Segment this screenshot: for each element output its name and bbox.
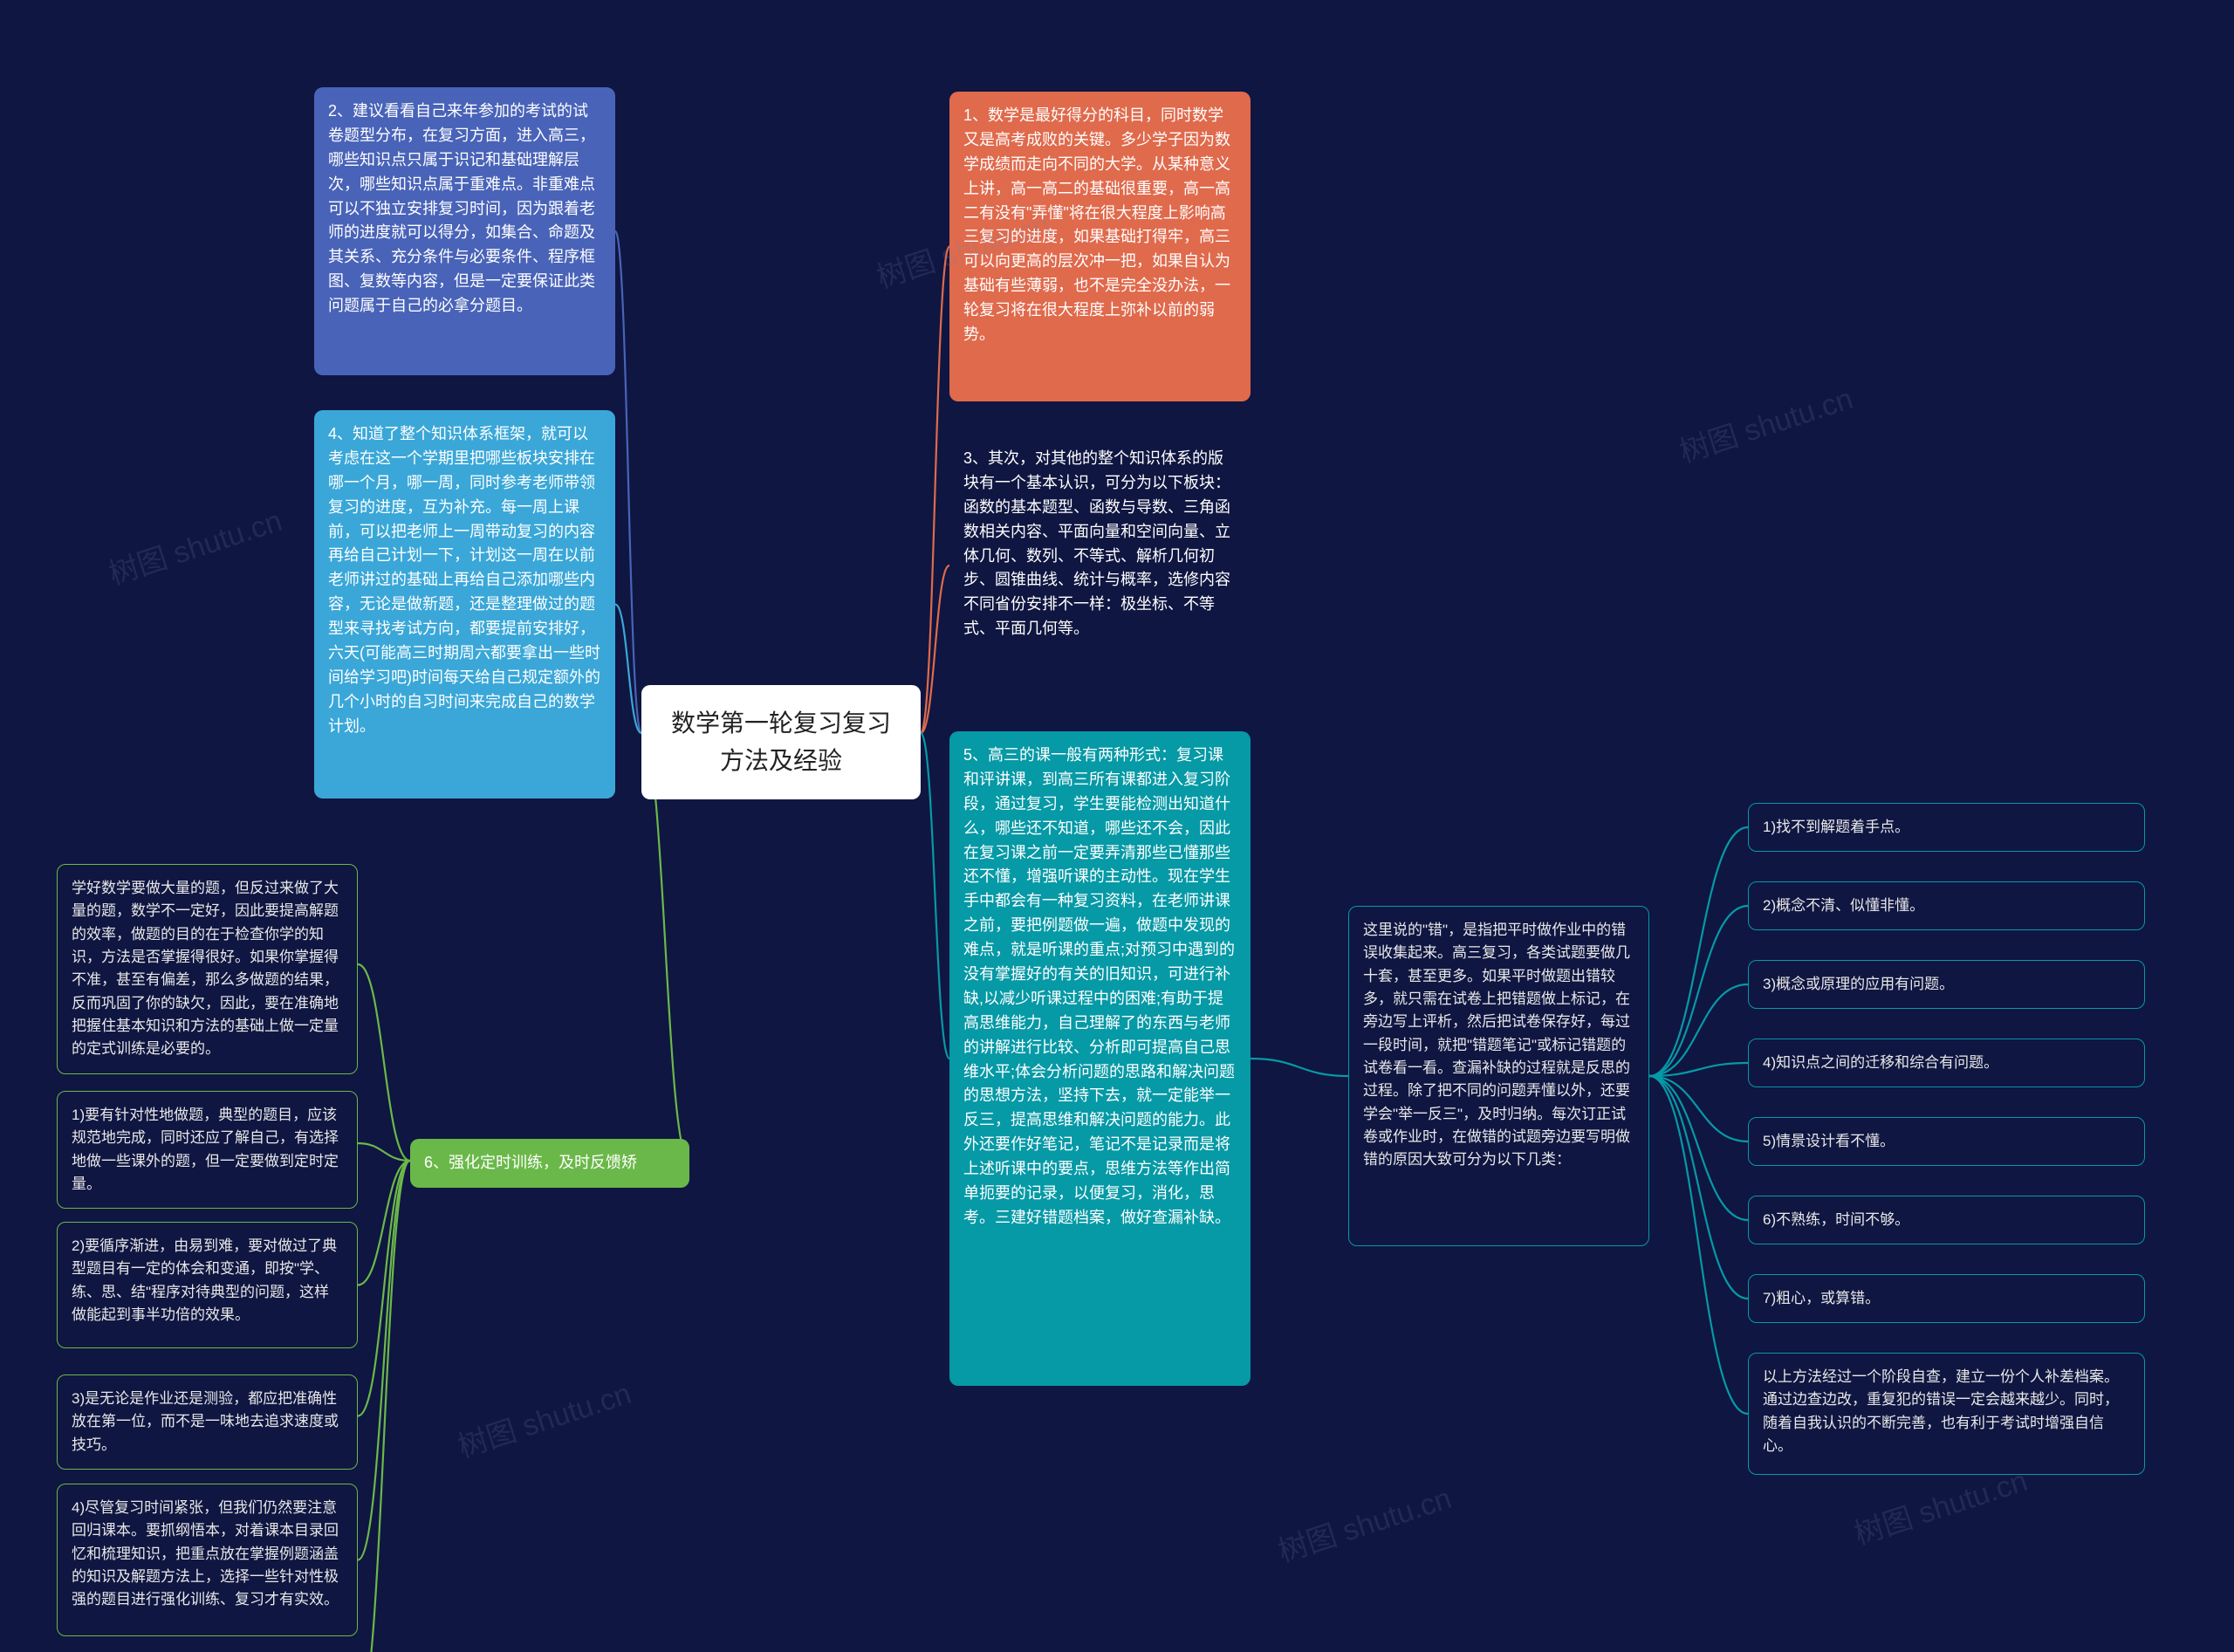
edge-root-n2 <box>615 231 641 733</box>
edge-n5-n5a <box>1251 1059 1348 1076</box>
mindmap-node-n5a5: 5)情景设计看不懂。 <box>1748 1117 2145 1166</box>
mindmap-node-n4: 4、知道了整个知识体系框架，就可以考虑在这一个学期里把哪些板块安排在哪一个月，哪… <box>314 410 615 799</box>
mindmap-node-n3: 3、其次，对其他的整个知识体系的版块有一个基本认识，可分为以下板块：函数的基本题… <box>949 435 1251 696</box>
mindmap-node-n5a2: 2)概念不清、似懂非懂。 <box>1748 881 2145 930</box>
edge-root-n4 <box>615 605 641 734</box>
edge-n6-n6c <box>358 1161 410 1285</box>
mindmap-node-root: 数学第一轮复习复习方法及经验 <box>641 685 921 799</box>
mindmap-node-n5: 5、高三的课一般有两种形式：复习课和评讲课，到高三所有课都进入复习阶段，通过复习… <box>949 731 1251 1386</box>
edge-n5a-n5a6 <box>1649 1076 1748 1220</box>
mindmap-node-n5a6: 6)不熟练，时间不够。 <box>1748 1196 2145 1244</box>
mindmap-node-n5a1: 1)找不到解题着手点。 <box>1748 803 2145 852</box>
mindmap-node-n6d: 3)是无论是作业还是测验，都应把准确性放在第一位，而不是一味地去追求速度或技巧。 <box>57 1374 358 1470</box>
mindmap-node-n6c: 2)要循序渐进，由易到难，要对做过了典型题目有一定的体会和变通，即按"学、练、思… <box>57 1222 358 1348</box>
watermark: 树图 shutu.cn <box>451 1369 635 1465</box>
edge-n6-n6f <box>358 1161 410 1652</box>
mindmap-node-n6a: 学好数学要做大量的题，但反过来做了大量的题，数学不一定好，因此要提高解题的效率，… <box>57 864 358 1074</box>
mindmap-node-n5a3: 3)概念或原理的应用有问题。 <box>1748 960 2145 1009</box>
mindmap-node-n5a4: 4)知识点之间的迁移和综合有问题。 <box>1748 1038 2145 1087</box>
edge-root-n3 <box>921 566 949 733</box>
edge-n5a-n5a5 <box>1649 1076 1748 1141</box>
watermark: 树图 shutu.cn <box>1673 374 1857 470</box>
edge-n5a-n5a3 <box>1649 984 1748 1076</box>
mindmap-node-n6b: 1)要有针对性地做题，典型的题目，应该规范地完成，同时还应了解自己，有选择地做一… <box>57 1091 358 1209</box>
watermark: 树图 shutu.cn <box>102 497 286 593</box>
mindmap-node-n1: 1、数学是最好得分的科目，同时数学又是高考成败的关键。多少学子因为数学成绩而走向… <box>949 92 1251 401</box>
edge-n5a-n5a7 <box>1649 1076 1748 1299</box>
edge-n5a-n5a1 <box>1649 827 1748 1076</box>
edge-n6-n6b <box>358 1143 410 1161</box>
edge-n6-n6e <box>358 1161 410 1560</box>
edge-n6-n6a <box>358 964 410 1161</box>
edge-n5a-n5a2 <box>1649 906 1748 1076</box>
mindmap-node-n2: 2、建议看看自己来年参加的考试的试卷题型分布，在复习方面，进入高三，哪些知识点只… <box>314 87 615 375</box>
edge-n5a-n5a4 <box>1649 1063 1748 1076</box>
mindmap-node-n5a: 这里说的"错"，是指把平时做作业中的错误收集起来。高三复习，各类试题要做几十套，… <box>1348 906 1649 1246</box>
edge-root-n1 <box>921 247 949 734</box>
watermark: 树图 shutu.cn <box>1271 1474 1456 1570</box>
edge-n6-n6d <box>358 1161 410 1416</box>
mindmap-node-n5a8: 以上方法经过一个阶段自查，建立一份个人补差档案。通过边查边改，重复犯的错误一定会… <box>1748 1353 2145 1475</box>
mindmap-node-n5a7: 7)粗心，或算错。 <box>1748 1274 2145 1323</box>
mindmap-node-n6: 6、强化定时训练，及时反馈矫 <box>410 1139 689 1188</box>
edge-n5a-n5a8 <box>1649 1076 1748 1414</box>
edge-root-n5 <box>921 733 949 1059</box>
mindmap-node-n6e: 4)尽管复习时间紧张，但我们仍然要注意回归课本。要抓纲悟本，对着课本目录回忆和梳… <box>57 1484 358 1636</box>
